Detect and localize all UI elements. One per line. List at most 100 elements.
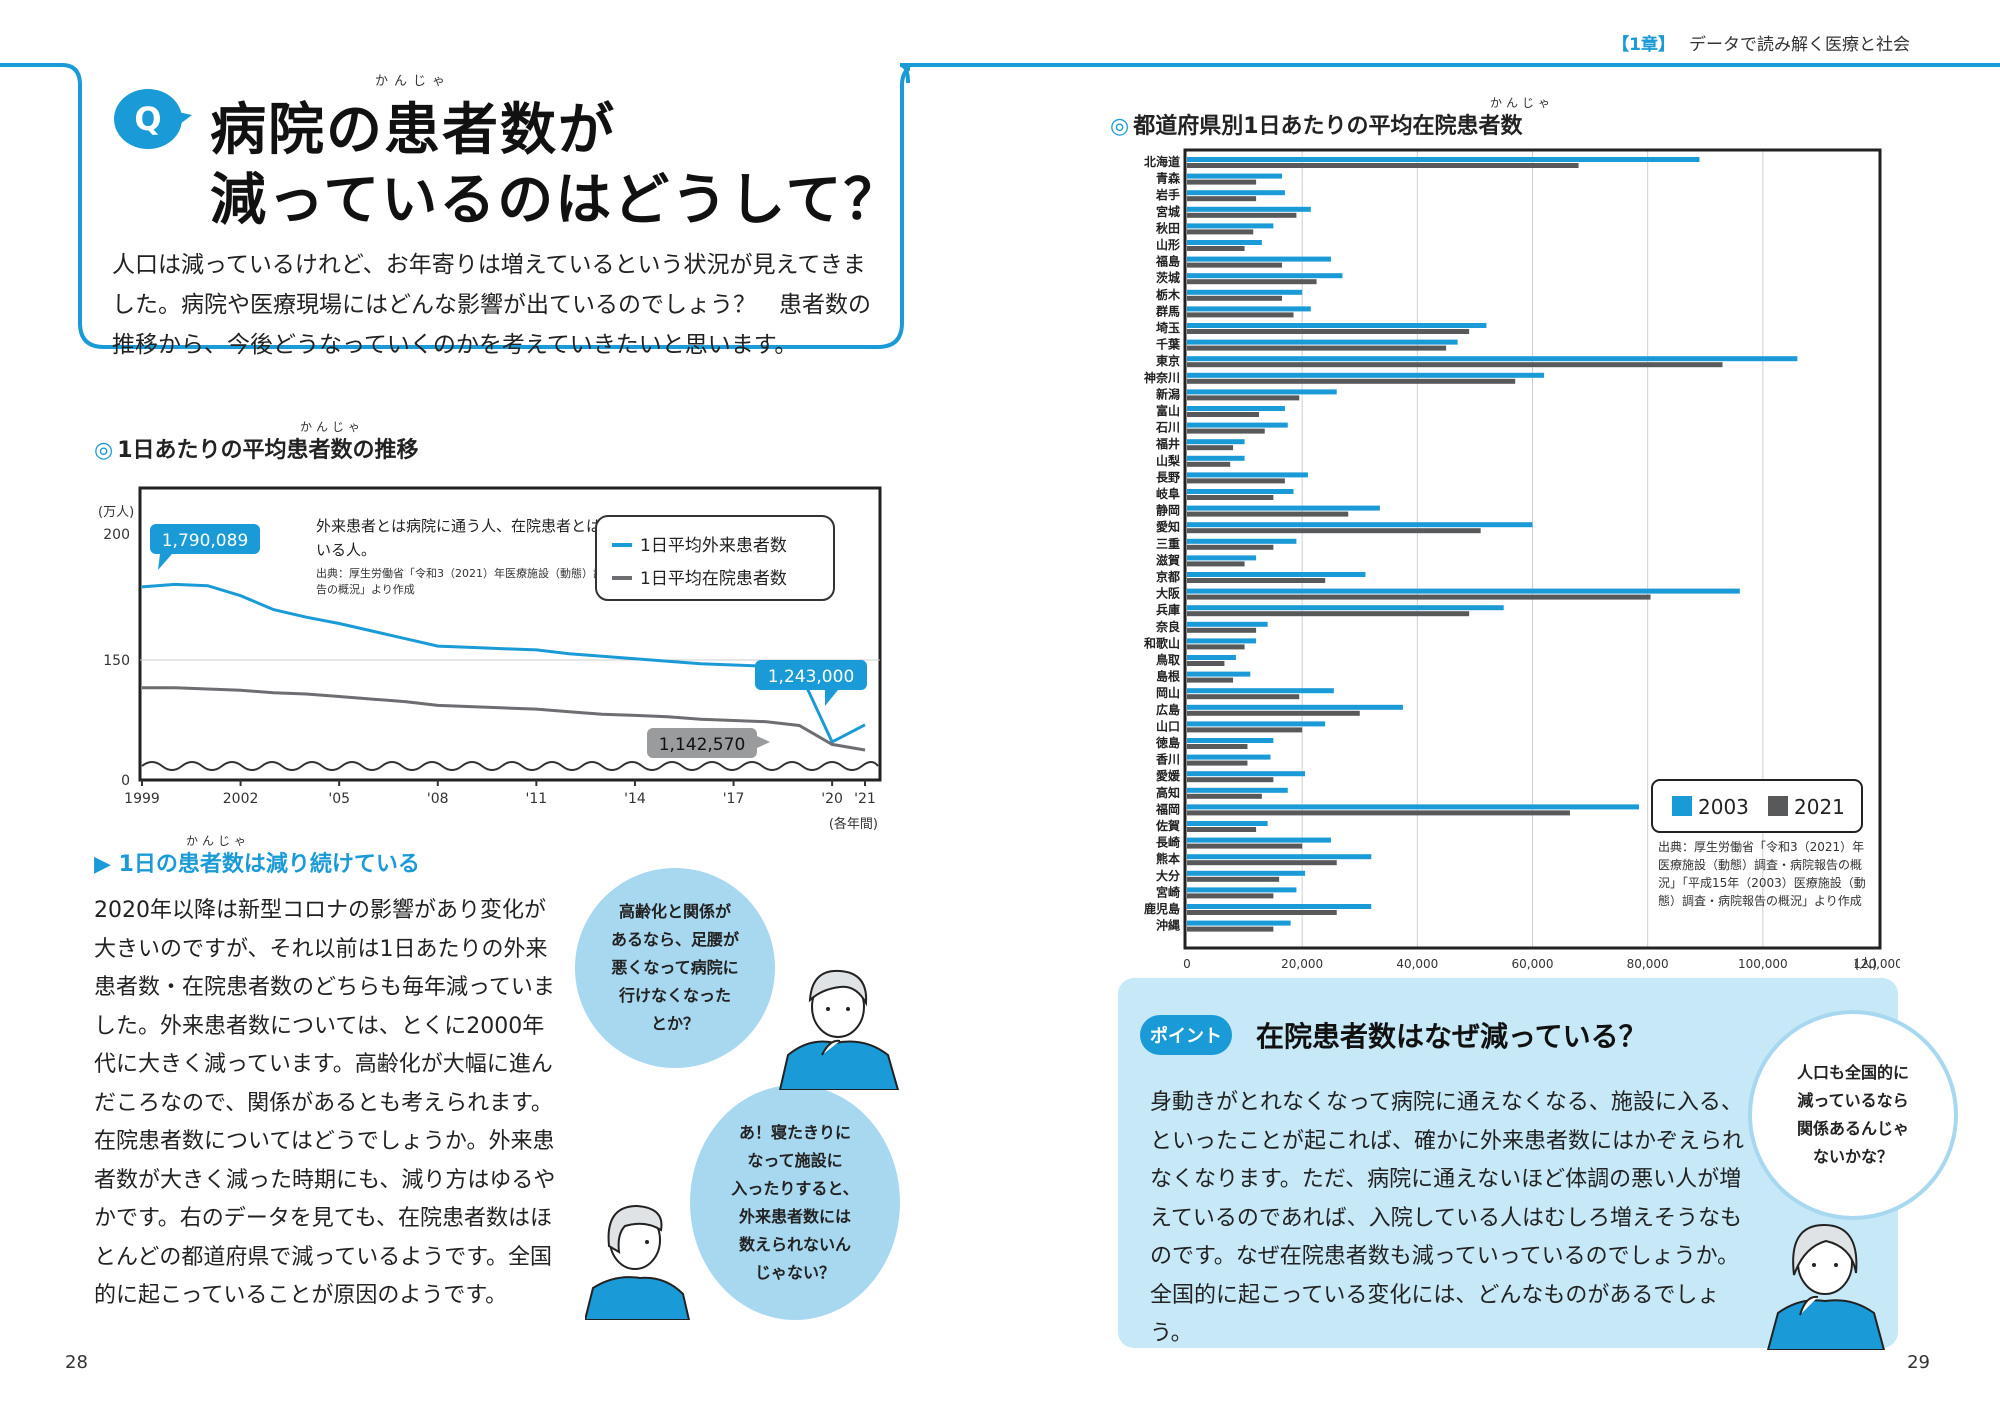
bar-2003 bbox=[1187, 289, 1303, 295]
bar-2003 bbox=[1187, 771, 1306, 777]
prefecture-label: 愛知 bbox=[1156, 519, 1180, 534]
double-circle-icon: ◎ bbox=[94, 438, 114, 463]
bar-2003 bbox=[1187, 572, 1366, 577]
prefecture-label: 長野 bbox=[1156, 469, 1180, 484]
left-subheading: ▶ 1日の患者数は減り続けている bbox=[94, 846, 420, 878]
page-title-line2: 減っているのはどうして？ bbox=[210, 168, 902, 233]
bar-x-tick-label: 120,000 bbox=[1853, 957, 1900, 971]
y-tick-label: 150 bbox=[103, 653, 130, 669]
bar-2003 bbox=[1187, 406, 1285, 411]
bar-2003 bbox=[1187, 904, 1372, 909]
legend-2021: 2021 bbox=[1794, 795, 1845, 819]
bar-2003 bbox=[1187, 854, 1372, 860]
bar-2021 bbox=[1187, 611, 1470, 617]
bar-2021 bbox=[1187, 461, 1231, 467]
legend-2003: 2003 bbox=[1698, 795, 1749, 819]
bar-2003 bbox=[1187, 837, 1331, 843]
bar-2021 bbox=[1187, 329, 1470, 334]
bar-2021 bbox=[1187, 677, 1234, 683]
prefecture-label: 熊本 bbox=[1156, 851, 1180, 866]
x-tick-label: '14 bbox=[624, 791, 646, 807]
callout-inpatient-end: 1,142,570 bbox=[659, 735, 746, 755]
callout-top-value: 1,790,089 bbox=[162, 531, 249, 551]
prefecture-label: 岐阜 bbox=[1156, 486, 1180, 501]
prefecture-label: 鹿児島 bbox=[1144, 901, 1180, 916]
bar-2021 bbox=[1187, 644, 1245, 650]
bar-2021 bbox=[1187, 893, 1274, 899]
bar-2021 bbox=[1187, 163, 1579, 168]
bar-2021 bbox=[1187, 910, 1337, 915]
bar-x-tick-label: 0 bbox=[1183, 957, 1191, 971]
bar-2021 bbox=[1187, 744, 1248, 749]
axis-break-mark bbox=[141, 761, 879, 771]
bar-2021 bbox=[1187, 412, 1259, 417]
bar-2021 bbox=[1187, 196, 1257, 202]
bar-2003 bbox=[1187, 472, 1308, 478]
bar-2021 bbox=[1187, 312, 1294, 318]
bar-2003 bbox=[1187, 422, 1288, 428]
bar-2003 bbox=[1187, 389, 1337, 395]
page-number-left: 28 bbox=[65, 1352, 88, 1373]
prefecture-label: 山形 bbox=[1156, 237, 1180, 252]
bar-2021 bbox=[1187, 843, 1303, 849]
bar-chart-heading: ◎ 都道府県別1日あたりの平均在院患者数 bbox=[1110, 108, 1523, 140]
bar-2021 bbox=[1187, 694, 1300, 700]
bar-2003 bbox=[1187, 870, 1306, 876]
y-tick-label: 0 bbox=[121, 773, 130, 789]
point-badge: ポイント bbox=[1140, 1015, 1232, 1055]
prefecture-label: 栃木 bbox=[1156, 287, 1181, 302]
bar-2003 bbox=[1187, 721, 1326, 727]
point-title: 在院患者数はなぜ減っている？ bbox=[1256, 1020, 1647, 1053]
bar-2003 bbox=[1187, 356, 1798, 362]
prefecture-label: 群馬 bbox=[1155, 303, 1180, 318]
prefecture-label: 静岡 bbox=[1156, 503, 1180, 518]
bar-2003 bbox=[1187, 787, 1288, 793]
prefecture-label: 大阪 bbox=[1156, 586, 1181, 601]
bar-2021 bbox=[1187, 511, 1349, 517]
bubble1-text: 高齢化と関係が あるなら、足腰が 悪くなって病院に 行けなくなった とか？ bbox=[610, 902, 739, 1033]
bar-2021 bbox=[1187, 627, 1257, 633]
bar-2003 bbox=[1187, 489, 1294, 494]
bar-2021 bbox=[1187, 428, 1265, 434]
intro-frame bbox=[0, 63, 910, 349]
prefecture-label: 高知 bbox=[1156, 785, 1180, 800]
bar-2021 bbox=[1187, 262, 1283, 268]
bar-2021 bbox=[1187, 445, 1234, 451]
chart-note: 外来患者とは病院に通う人、在院患者とは入院している人。 出典：厚生労働省「令和3… bbox=[316, 517, 661, 596]
x-tick-label: '11 bbox=[526, 791, 548, 807]
bar-chart: 北海道青森岩手宮城秋田山形福島茨城栃木群馬埼玉千葉東京神奈川新潟富山石川福井山梨… bbox=[1143, 148, 1900, 972]
bar-2003 bbox=[1187, 306, 1311, 312]
bar-2003 bbox=[1187, 920, 1291, 926]
line-chart-legend: 1日平均外来患者数 1日平均在院患者数 bbox=[595, 515, 835, 601]
bar-2003 bbox=[1187, 671, 1251, 677]
bar-2003 bbox=[1187, 173, 1283, 179]
x-axis-unit: (各年間) bbox=[829, 816, 878, 832]
x-tick-label: '21 bbox=[854, 791, 876, 807]
x-tick-label: '17 bbox=[723, 791, 745, 807]
bar-2003 bbox=[1187, 223, 1274, 229]
bar-2021 bbox=[1187, 810, 1570, 816]
bar-2003 bbox=[1187, 638, 1257, 644]
bar-2003 bbox=[1187, 455, 1245, 461]
left-paragraph: 2020年以降は新型コロナの影響があり変化が大きいのですが、それ以前は1日あたり… bbox=[94, 898, 556, 1308]
bar-2003 bbox=[1187, 339, 1458, 345]
bar-2021 bbox=[1187, 710, 1360, 716]
sec2-ruby: かんじゃ bbox=[1490, 96, 1555, 110]
prefecture-label: 愛媛 bbox=[1156, 768, 1181, 783]
speech-bubble-2: あ！寝たきりに なって施設に 入ったりすると、 外来患者数には 数えられないん … bbox=[690, 1085, 900, 1320]
prefecture-label: 佐賀 bbox=[1155, 818, 1180, 833]
bar-2021 bbox=[1187, 578, 1326, 583]
chapter-header: 【1章】 データで読み解く医療と社会 bbox=[1612, 30, 1910, 55]
bar-2003 bbox=[1187, 655, 1236, 660]
bar-2003 bbox=[1187, 605, 1504, 611]
bar-2003 bbox=[1187, 256, 1331, 262]
bar-2021 bbox=[1187, 544, 1274, 550]
speech-bubble-3: 人口も全国的に 減っているなら 関係あるんじゃ ないかな？ bbox=[1748, 1010, 1958, 1220]
callout-1142570: 1,142,570 bbox=[647, 728, 770, 758]
bubble2-text: あ！寝たきりに なって施設に 入ったりすると、 外来患者数には 数えられないん … bbox=[731, 1122, 859, 1282]
line-chart-heading-text: 1日あたりの平均患者数の推移 bbox=[117, 438, 419, 463]
callout-outpatient-end: 1,243,000 bbox=[768, 667, 855, 687]
bar-2021 bbox=[1187, 495, 1274, 500]
bar-legend: 2003 2021 bbox=[1651, 779, 1863, 833]
bar-2021 bbox=[1187, 777, 1274, 783]
